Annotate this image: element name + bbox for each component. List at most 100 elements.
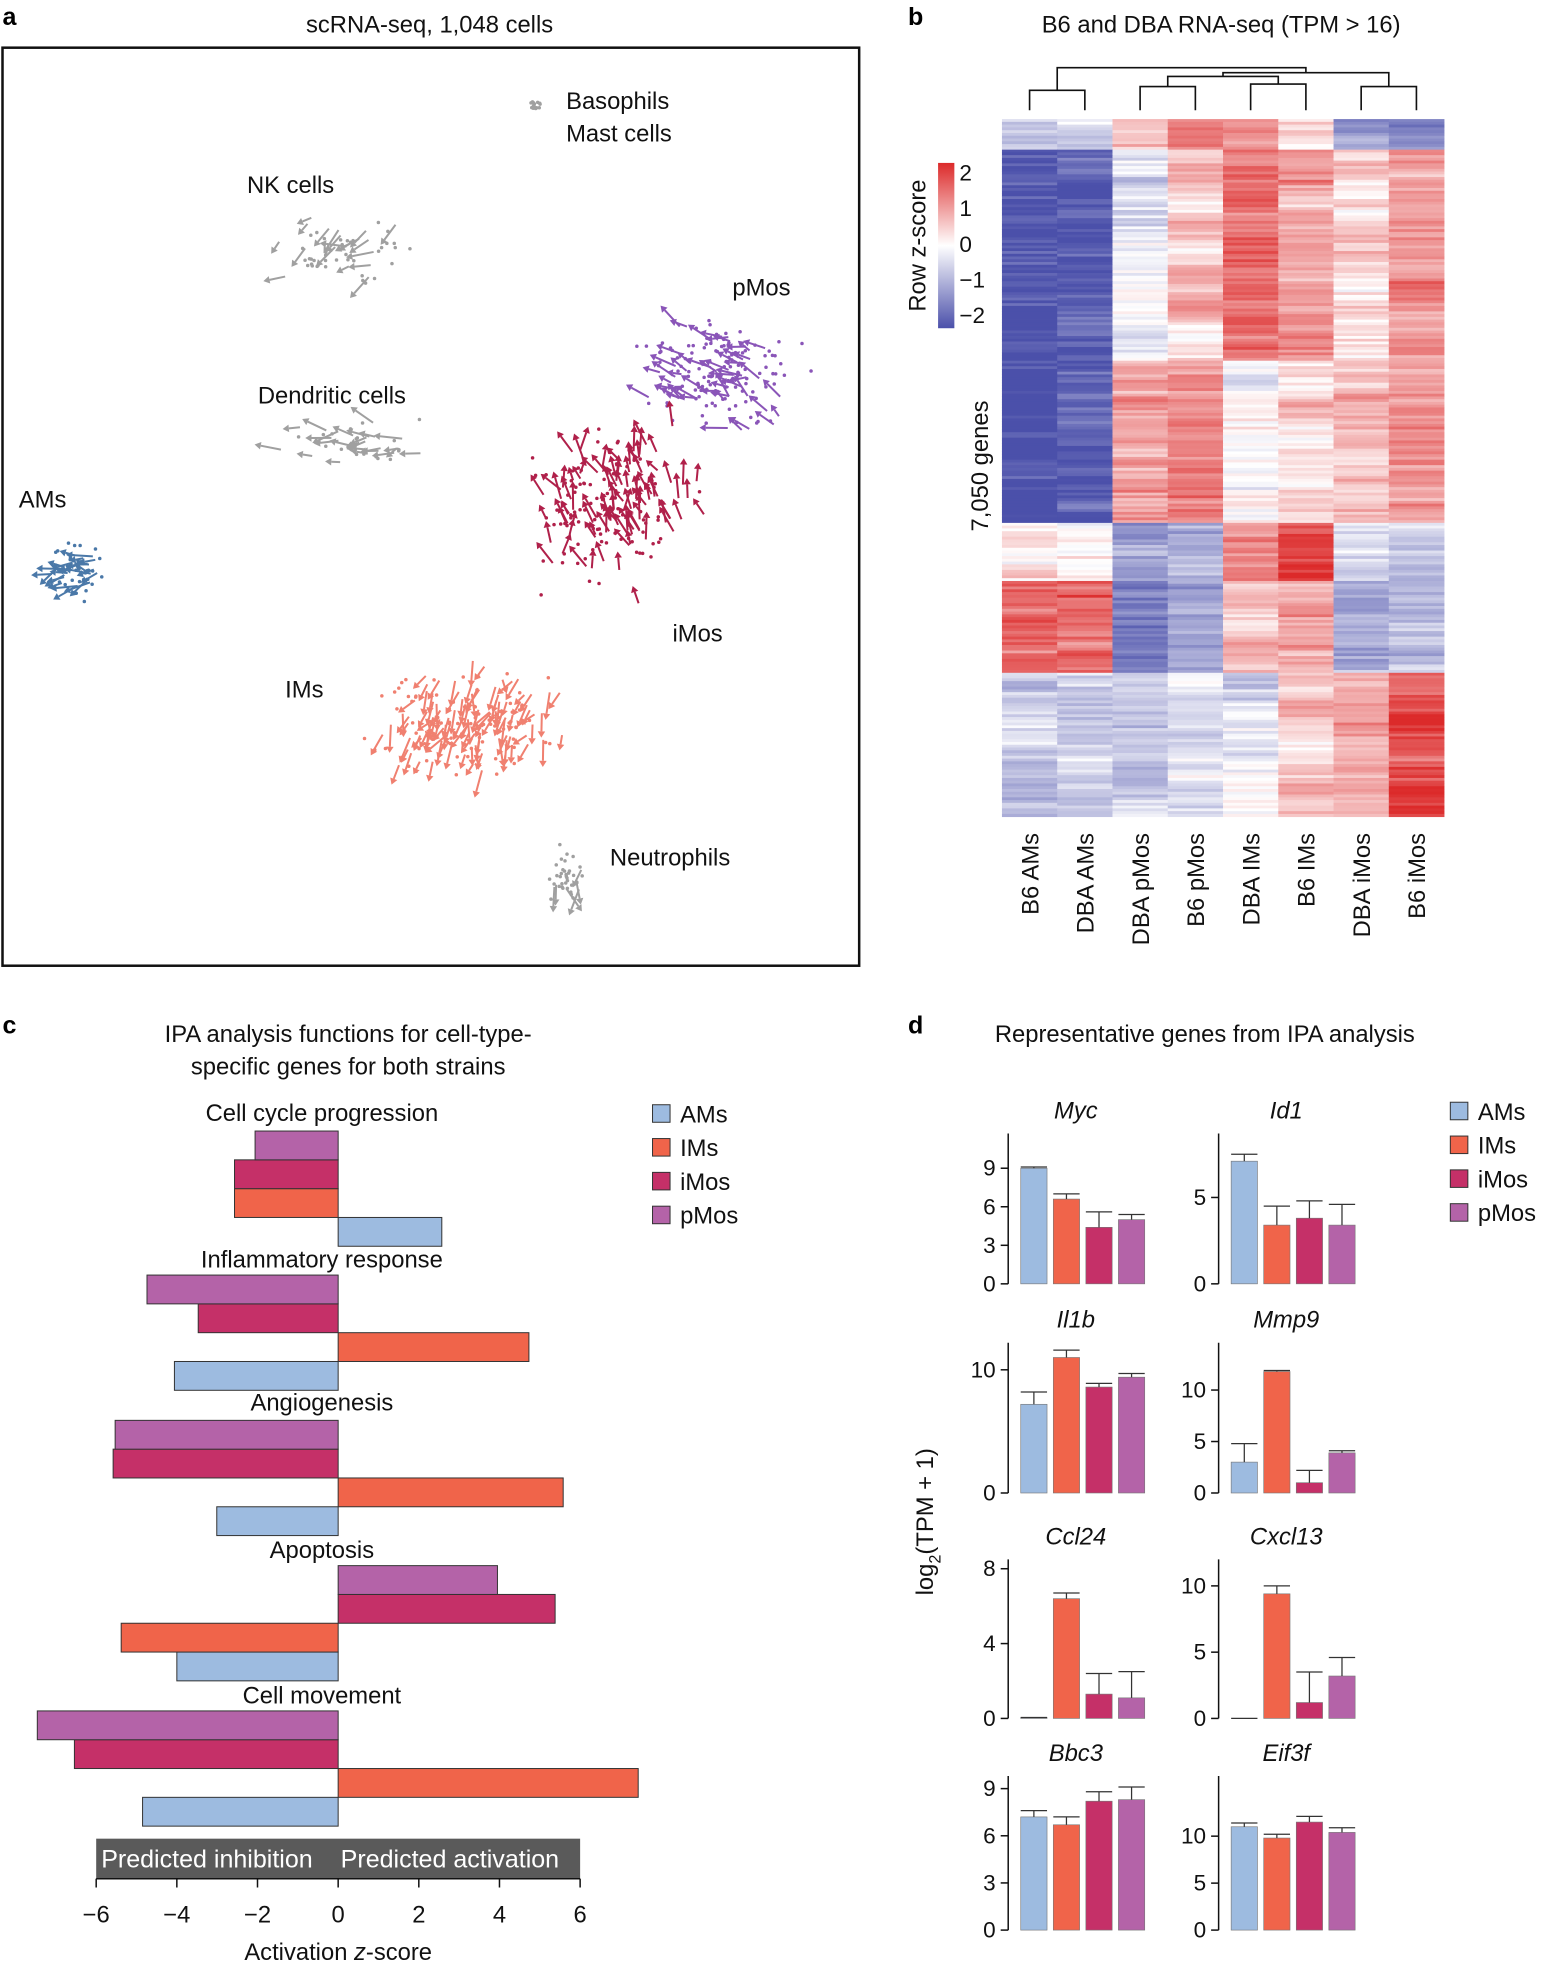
cell-point bbox=[543, 740, 548, 745]
heatmap-cell bbox=[1112, 470, 1169, 474]
heatmap-column-labels: B6 AMs DBA AMs DBA pMos B6 pMos DBA IMs B6 IM… bbox=[1017, 833, 1431, 945]
ipa-bar-imos bbox=[197, 1303, 339, 1334]
heatmap-cell bbox=[1167, 467, 1224, 472]
cell-point bbox=[691, 343, 695, 348]
heatmap-cell bbox=[1001, 487, 1058, 491]
heatmap-cell bbox=[1167, 686, 1224, 690]
heatmap-cell bbox=[1057, 741, 1113, 746]
gene-bar-ims bbox=[1052, 1357, 1080, 1494]
heatmap-cell bbox=[1388, 237, 1445, 241]
heatmap-cell bbox=[1112, 484, 1169, 488]
cell-point bbox=[730, 353, 734, 357]
heatmap-cell bbox=[1112, 766, 1169, 771]
heatmap-cell bbox=[1057, 212, 1113, 216]
heatmap-cell bbox=[1001, 311, 1058, 315]
heatmap-cell bbox=[1057, 542, 1113, 546]
heatmap-cell bbox=[1001, 124, 1058, 128]
heatmap-cell bbox=[1388, 327, 1445, 331]
ipa-x-tick-label: −4 bbox=[163, 1902, 190, 1929]
heatmap-cell bbox=[1333, 377, 1390, 381]
heatmap-cell bbox=[1223, 174, 1279, 178]
heatmap-cell bbox=[1001, 550, 1058, 554]
heatmap-cell bbox=[1388, 686, 1445, 690]
heatmap-cell bbox=[1057, 347, 1113, 351]
heatmap-cell bbox=[1223, 794, 1279, 798]
heatmap-cell bbox=[1223, 692, 1279, 696]
heatmap-cell bbox=[1388, 121, 1445, 126]
heatmap-cell bbox=[1223, 231, 1279, 235]
gene-y-tick-label: 5 bbox=[1194, 1871, 1207, 1896]
heatmap-cell bbox=[1001, 231, 1058, 235]
heatmap-cell bbox=[1278, 569, 1334, 574]
heatmap-cell bbox=[1112, 473, 1169, 477]
arrow-head bbox=[672, 472, 681, 480]
heatmap-cell bbox=[1167, 556, 1224, 560]
cell-point bbox=[82, 599, 87, 604]
cell-point bbox=[708, 322, 712, 327]
heatmap-cell bbox=[1223, 478, 1279, 483]
velocity-arrow bbox=[674, 360, 688, 372]
heatmap-cell bbox=[1001, 141, 1058, 145]
heatmap-cell bbox=[1388, 489, 1445, 494]
heatmap-cell bbox=[1223, 758, 1279, 762]
heatmap-cell bbox=[1333, 619, 1390, 624]
heatmap-cell bbox=[1223, 783, 1279, 787]
heatmap-cell bbox=[1001, 694, 1058, 699]
heatmap-cell bbox=[1388, 717, 1445, 721]
heatmap-cell bbox=[1333, 201, 1390, 205]
ipa-category-label: Cell cycle progression bbox=[206, 1100, 439, 1127]
arrow-head bbox=[572, 880, 579, 888]
heatmap-cell bbox=[1333, 347, 1390, 351]
arrow-head bbox=[346, 252, 353, 260]
dendrogram-branch bbox=[1166, 75, 1280, 87]
dendrogram bbox=[1028, 66, 1418, 111]
heatmap-cell bbox=[1223, 432, 1279, 436]
heatmap-cell bbox=[1388, 514, 1445, 518]
heatmap-cell bbox=[1278, 333, 1334, 337]
heatmap-cell bbox=[1001, 514, 1058, 518]
cell-point bbox=[340, 244, 344, 248]
heatmap-cell bbox=[1057, 786, 1113, 790]
heatmap-cell bbox=[1001, 736, 1058, 740]
heatmap-cell bbox=[1112, 316, 1169, 320]
heatmap-cell bbox=[1223, 484, 1279, 488]
heatmap-cell bbox=[1112, 761, 1169, 765]
heatmap-cell bbox=[1112, 245, 1169, 249]
heatmap-cell bbox=[1057, 138, 1113, 142]
heatmap-cell bbox=[1167, 656, 1224, 660]
heatmap-cell bbox=[1388, 185, 1445, 189]
velocity-arrow bbox=[399, 716, 410, 729]
heatmap-cell bbox=[1057, 725, 1113, 729]
velocity-arrow bbox=[560, 435, 574, 453]
heatmap-cell bbox=[1001, 675, 1058, 679]
heatmap-cell bbox=[1333, 382, 1390, 386]
heatmap-cell bbox=[1333, 251, 1390, 255]
heatmap-cell bbox=[1388, 755, 1445, 759]
cell-point bbox=[727, 344, 731, 348]
arrow-head bbox=[302, 418, 310, 426]
arrow-head bbox=[291, 259, 299, 267]
velocity-arrow bbox=[563, 505, 570, 514]
heatmap-cell bbox=[1057, 528, 1113, 532]
velocity-arrow bbox=[773, 409, 780, 417]
heatmap-cell bbox=[1112, 294, 1169, 299]
heatmap-cell bbox=[1001, 218, 1058, 222]
heatmap-cell bbox=[1167, 311, 1224, 315]
velocity-arrow bbox=[660, 504, 671, 519]
heatmap-cell bbox=[1001, 755, 1058, 759]
heatmap-cell bbox=[1388, 242, 1445, 246]
heatmap-cell bbox=[1112, 545, 1169, 549]
heatmap-cell bbox=[1001, 813, 1058, 818]
heatmap-cell bbox=[1388, 761, 1445, 765]
heatmap-cell bbox=[1112, 689, 1169, 693]
heatmap-cell bbox=[1167, 789, 1224, 793]
heatmap-cell bbox=[1223, 404, 1279, 408]
arrow-head bbox=[687, 324, 696, 332]
heatmap-cell bbox=[1223, 694, 1279, 699]
heatmap-cell bbox=[1223, 352, 1279, 356]
heatmap-cell bbox=[1167, 744, 1224, 748]
heatmap-cell bbox=[1278, 124, 1334, 128]
heatmap-cell bbox=[1223, 377, 1279, 381]
velocity-arrow bbox=[450, 710, 456, 729]
cell-point bbox=[477, 735, 482, 740]
